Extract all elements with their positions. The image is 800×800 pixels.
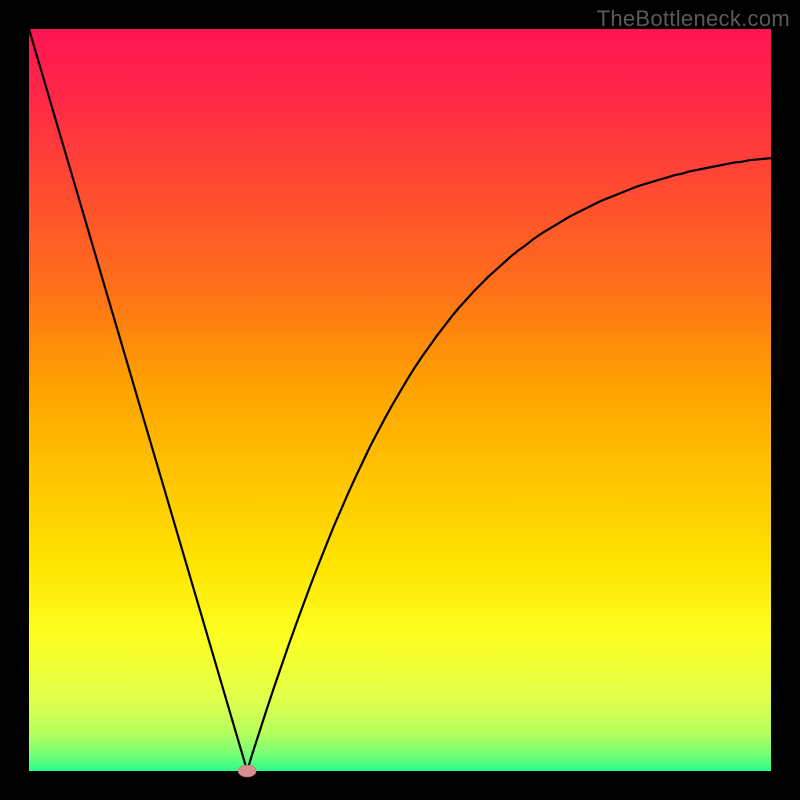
plot-background [29, 29, 771, 771]
bottleneck-chart [0, 0, 800, 800]
watermark-text: TheBottleneck.com [597, 6, 790, 32]
chart-container: TheBottleneck.com [0, 0, 800, 800]
optimum-marker [238, 765, 256, 777]
